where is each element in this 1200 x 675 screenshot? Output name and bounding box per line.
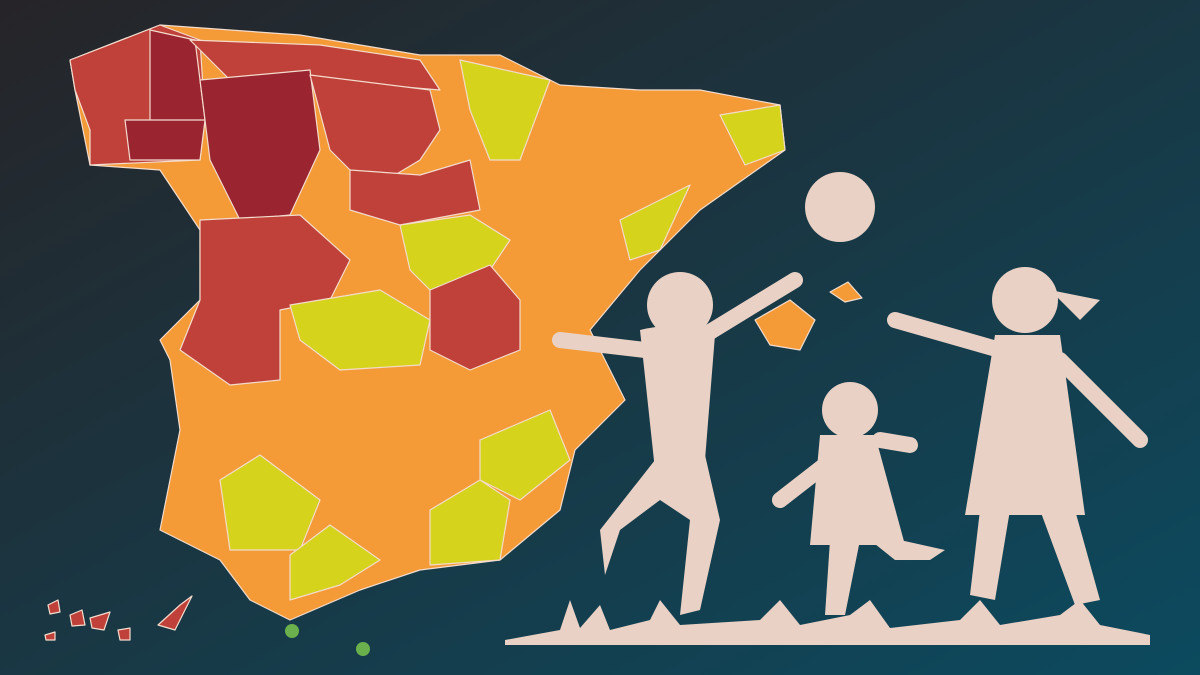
ceuta-marker — [285, 624, 299, 638]
province-ourense — [124, 119, 206, 161]
province-burgos — [309, 74, 441, 191]
province-castilla-west — [179, 214, 351, 386]
children-silhouette-icon — [505, 172, 1150, 645]
child-left — [552, 272, 803, 615]
province-cordoba — [219, 454, 321, 551]
grass — [505, 600, 1150, 645]
province-mallorca — [754, 299, 816, 351]
province-castellon — [619, 184, 691, 261]
canary-islands — [44, 595, 193, 641]
province-segovia-avila — [289, 289, 431, 371]
melilla-marker — [356, 642, 370, 656]
spain-province-map — [44, 24, 863, 656]
province-menorca — [829, 281, 863, 303]
province-valladolid — [349, 159, 481, 226]
province-girona — [719, 104, 786, 166]
province-navarra — [459, 59, 551, 161]
province-malaga — [289, 524, 381, 601]
province-almeria — [429, 479, 511, 566]
child-middle — [772, 382, 945, 615]
child-right — [887, 267, 1148, 605]
province-murcia — [479, 409, 571, 501]
ball-icon — [805, 172, 875, 242]
province-cuenca — [429, 264, 521, 371]
